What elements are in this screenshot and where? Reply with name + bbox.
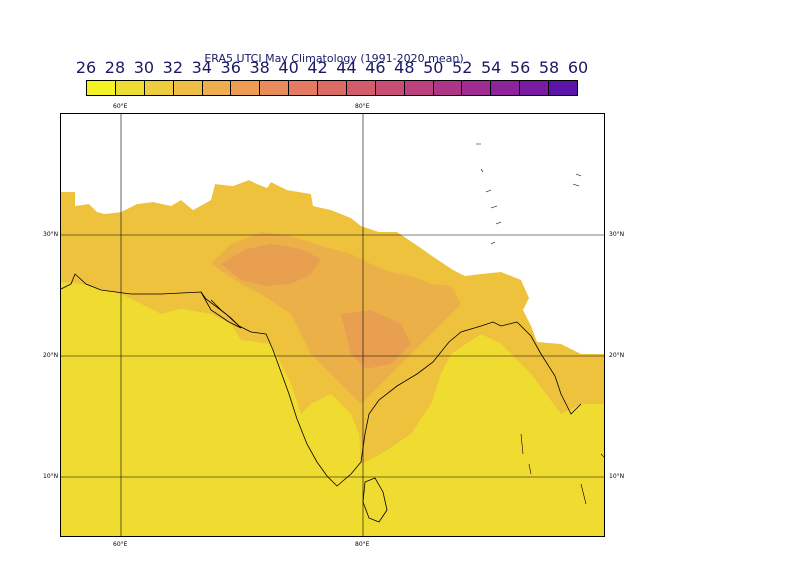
lon-label-top-60e: 60°E	[113, 103, 128, 110]
colorbar-tick-label: 56	[509, 58, 531, 77]
lon-label-top-80e: 80°E	[355, 103, 370, 110]
colorbar-tick-label: 42	[307, 58, 328, 77]
colorbar-tick-label: 48	[394, 58, 415, 77]
colorbar-swatch	[260, 81, 290, 95]
colorbar-swatch	[346, 81, 376, 95]
colorbar-tick-label: 40	[278, 58, 299, 77]
peak-zone-fill-2	[341, 310, 411, 369]
peak-zone-fill	[221, 244, 321, 286]
lat-label-left-10n: 10°N	[43, 473, 59, 480]
colorbar-tick-label: 50	[423, 58, 444, 77]
colorbar-swatch	[144, 81, 174, 95]
missing-data-area	[61, 114, 604, 354]
colorbar-tick-label: 32	[162, 58, 183, 77]
colorbar-swatch	[491, 81, 521, 95]
coastline-india	[61, 273, 518, 487]
colorbar-swatch	[87, 81, 116, 95]
colorbar-tick-label: 46	[365, 58, 386, 77]
lon-label-bottom-60e: 60°E	[113, 541, 128, 548]
colorbar-tick-label: 58	[538, 58, 560, 77]
colorbar-labels: 26 28 30 32 34 36 38 40 42 44 46 48 50 52 54 56 58 60	[0, 58, 800, 78]
utci-field	[61, 114, 604, 536]
colorbar-swatch	[375, 81, 405, 95]
colorbar-swatch	[549, 81, 577, 95]
colorbar-tick-label: 28	[104, 58, 126, 77]
islands	[476, 143, 604, 505]
colorbar-tick-label: 52	[452, 58, 473, 77]
colorbar	[86, 80, 578, 96]
colorbar-swatch	[462, 81, 492, 95]
colorbar-swatch	[173, 81, 203, 95]
colorbar-swatch	[520, 81, 549, 95]
colorbar-tick-label: 36	[220, 58, 241, 77]
lat-label-right-10n: 10°N	[609, 473, 625, 480]
colorbar-swatch	[318, 81, 347, 95]
lat-label-right-20n: 20°N	[609, 352, 625, 359]
lon-label-bottom-80e: 80°E	[355, 541, 370, 548]
colorbar-swatch	[433, 81, 463, 95]
colorbar-tick-label: 34	[191, 58, 212, 77]
colorbar-swatch	[115, 81, 145, 95]
lat-label-left-30n: 30°N	[43, 231, 59, 238]
map-title: ERA5 UTCI May Climatology (1991-2020 mea…	[204, 52, 464, 65]
lat-label-right-30n: 30°N	[609, 231, 625, 238]
coastline-gujarat	[200, 291, 242, 329]
colorbar-swatch	[289, 81, 318, 95]
colorbar-tick-label: 60	[567, 58, 589, 77]
lat-label-left-20n: 20°N	[43, 352, 59, 359]
coastline-srilanka	[362, 477, 388, 523]
coastline-bangladesh	[516, 321, 582, 415]
colorbar-swatch	[231, 81, 261, 95]
colorbar-swatch	[202, 81, 232, 95]
colorbar-tick-label: 38	[249, 58, 270, 77]
colorbar-tick-label: 54	[480, 58, 502, 77]
colorbar-tick-label: 44	[336, 58, 357, 77]
colorbar-tick-label: 30	[133, 58, 155, 77]
colorbar-swatch	[404, 81, 434, 95]
colorbar-tick-label: 26	[75, 58, 97, 77]
map-panel	[60, 113, 605, 537]
